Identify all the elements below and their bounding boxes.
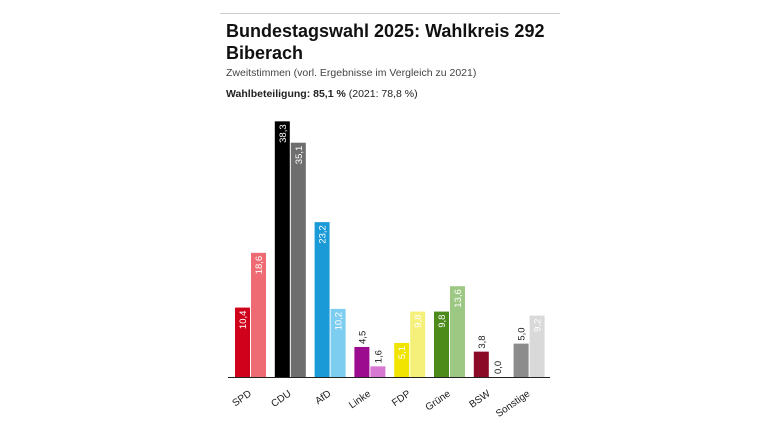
- category-label-spd: SPD: [231, 388, 254, 409]
- bar-linke-s1: [354, 346, 370, 377]
- value-label-linke-s1: 4,5: [357, 331, 368, 344]
- bar-grüne-s1: [434, 311, 449, 377]
- bar-chart: 10,4 18,6 SPD 38,3 35,1 CDU 23,2 10,2 AfD 4,5 1,6 L…: [228, 121, 550, 420]
- value-label-grüne-s1: 9,8: [437, 315, 448, 328]
- category-label-sonstige: Sonstige: [494, 388, 533, 420]
- value-label-fdp-s1: 5,1: [397, 346, 408, 359]
- bar-linke-s2: [370, 366, 386, 377]
- value-label-cdu-s1: 38,3: [278, 124, 289, 143]
- chart-card: Bundestagswahl 2025: Wahlkreis 292 Biber…: [220, 0, 560, 439]
- category-label-bsw: BSW: [468, 388, 493, 410]
- value-label-sonstige-s1: 5,0: [517, 327, 528, 340]
- value-label-fdp-s2: 9,8: [413, 315, 424, 328]
- value-label-bsw-s1: 3,8: [477, 335, 488, 348]
- bar-spd-s2: [251, 252, 266, 377]
- category-label-fdp: FDP: [390, 388, 413, 409]
- bar-bsw-s1: [473, 351, 489, 377]
- bar-fdp-s1: [394, 342, 410, 377]
- value-label-sonstige-s2: 9,2: [533, 319, 544, 332]
- chart-title: Bundestagswahl 2025: Wahlkreis 292 Biber…: [226, 21, 545, 63]
- category-label-grüne: Grüne: [424, 388, 453, 413]
- category-label-afd: AfD: [313, 388, 333, 407]
- bar-afd-s1: [314, 222, 330, 377]
- bar-sonstige-s2: [529, 315, 545, 377]
- bar-cdu-s1: [274, 121, 290, 377]
- turnout-label: Wahlbeteiligung:: [226, 88, 311, 100]
- bar-grüne-s2: [450, 286, 465, 377]
- turnout-value: 85,1 %: [313, 88, 346, 100]
- value-label-linke-s2: 1,6: [373, 350, 384, 363]
- value-label-cdu-s2: 35,1: [294, 146, 305, 165]
- turnout-previous: (2021: 78,8 %): [348, 88, 418, 100]
- turnout-line: Wahlbeteiligung: 85,1 % (2021: 78,8 %): [226, 88, 418, 100]
- category-label-linke: Linke: [347, 388, 373, 411]
- bar-sonstige-s1: [513, 343, 529, 377]
- value-label-afd-s1: 23,2: [318, 225, 329, 244]
- bar-fdp-s2: [410, 311, 426, 377]
- bar-cdu-s2: [290, 142, 306, 377]
- value-label-spd-s2: 18,6: [254, 256, 265, 275]
- chart-subtitle: Zweitstimmen (vorl. Ergebnisse im Vergle…: [226, 67, 477, 79]
- value-label-bsw-s2: 0,0: [493, 361, 504, 374]
- value-label-afd-s2: 10,2: [334, 312, 345, 331]
- top-divider: [220, 13, 560, 14]
- value-label-grüne-s2: 13,6: [453, 289, 464, 308]
- bar-afd-s2: [330, 308, 346, 377]
- value-label-spd-s1: 10,4: [238, 311, 249, 330]
- category-label-cdu: CDU: [269, 388, 293, 409]
- bar-spd-s1: [235, 307, 250, 377]
